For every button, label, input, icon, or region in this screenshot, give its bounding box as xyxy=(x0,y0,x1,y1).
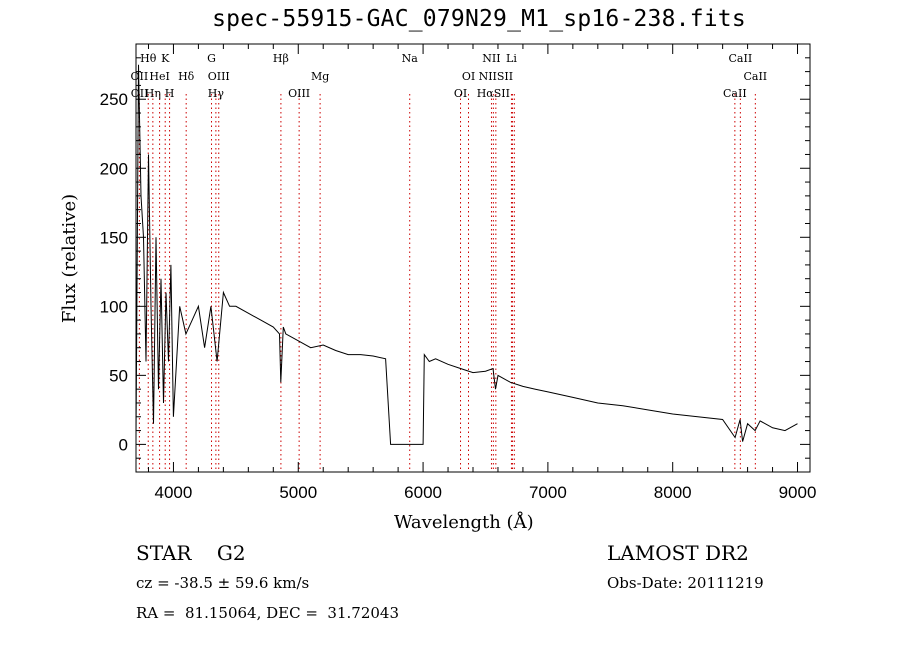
line-label: G xyxy=(207,52,216,65)
line-label: Hδ xyxy=(178,70,195,83)
y-tick-label: 250 xyxy=(100,90,128,109)
line-label: Hβ xyxy=(273,52,289,65)
y-tick-label: 200 xyxy=(100,159,128,178)
x-tick-label: 5000 xyxy=(279,483,317,502)
line-label: OI xyxy=(454,87,467,100)
star-type: STAR G2 xyxy=(136,541,246,565)
x-tick-label: 7000 xyxy=(529,483,567,502)
line-label: K xyxy=(161,52,170,65)
line-label: CaII xyxy=(743,70,767,83)
line-label: OI xyxy=(462,70,475,83)
line-label: HαSII xyxy=(477,87,510,100)
x-tick-label: 8000 xyxy=(654,483,692,502)
line-label: NIISII xyxy=(479,70,514,83)
y-tick-label: 150 xyxy=(100,228,128,247)
x-tick-label: 4000 xyxy=(155,483,193,502)
survey-name: LAMOST DR2 xyxy=(607,541,749,565)
line-label: NII xyxy=(482,52,500,65)
page-title: spec-55915-GAC_079N29_M1_sp16-238.fits xyxy=(212,6,746,32)
y-tick-label: 50 xyxy=(109,366,128,385)
line-label: OIII xyxy=(208,70,230,83)
x-tick-label: 6000 xyxy=(404,483,442,502)
obs-date: Obs-Date: 20111219 xyxy=(607,574,764,592)
line-label: Hη xyxy=(145,87,161,100)
spectrum-line xyxy=(135,64,798,445)
plot-border xyxy=(135,43,811,473)
line-label: OII xyxy=(131,70,149,83)
line-label: CaII xyxy=(723,87,747,100)
reference-lines xyxy=(138,94,756,472)
line-label: Li xyxy=(506,52,517,65)
line-label: Hγ xyxy=(208,87,225,100)
spectrum-series xyxy=(135,64,798,445)
x-axis-label: Wavelength (Å) xyxy=(394,512,534,533)
line-label: CaII xyxy=(729,52,753,65)
y-axis-label: Flux (relative) xyxy=(59,193,80,324)
line-label: OII xyxy=(131,87,149,100)
line-label: OIII xyxy=(288,87,310,100)
x-tick-label: 9000 xyxy=(779,483,817,502)
line-label: H xyxy=(165,87,175,100)
line-label: Na xyxy=(402,52,419,65)
plot-frame xyxy=(135,43,811,473)
line-label: HeI xyxy=(149,70,169,83)
ra-dec: RA = 81.15064, DEC = 31.72043 xyxy=(136,604,400,622)
line-label: Mg xyxy=(311,70,329,83)
line-label: Hθ xyxy=(140,52,157,65)
axis-ticks: 4000 5000 6000 7000 8000 9000 0 50 100 150 200 250 xyxy=(100,44,817,502)
redshift-cz: cz = -38.5 ± 59.6 km/s xyxy=(136,574,310,592)
y-tick-label: 0 xyxy=(119,435,128,454)
y-tick-label: 100 xyxy=(100,297,128,316)
